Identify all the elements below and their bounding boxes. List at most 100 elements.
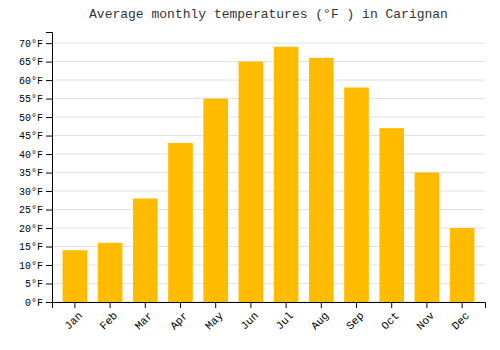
y-tick-label: 55°F — [19, 94, 43, 105]
tick-mark — [46, 210, 52, 211]
tick-mark — [46, 62, 52, 63]
x-tick-label: May — [203, 310, 226, 333]
tick-mark — [462, 302, 463, 308]
x-tick-label: Feb — [98, 310, 120, 332]
tick-mark — [46, 265, 52, 266]
tick-mark — [286, 302, 287, 308]
x-tick-label: Dec — [450, 310, 472, 332]
x-tick: May — [203, 302, 226, 332]
y-tick-label: 40°F — [19, 150, 43, 161]
y-tick: 50°F — [19, 113, 52, 124]
x-axis: Jan Feb Mar Apr May Jun Jul Aug Sep Oct Nov Dec — [53, 302, 486, 332]
y-tick: 5°F — [25, 279, 52, 290]
tick-mark — [46, 80, 52, 81]
x-tick: Apr — [168, 302, 190, 332]
bar — [239, 62, 264, 302]
tick-mark — [46, 228, 52, 229]
tick-mark — [46, 43, 52, 44]
bar — [415, 173, 440, 302]
y-tick-label: 30°F — [19, 187, 43, 198]
tick-mark — [391, 302, 392, 308]
bar — [450, 228, 475, 302]
x-tick-label: Jun — [238, 310, 260, 332]
y-tick-label: 45°F — [19, 131, 43, 142]
axis-line — [53, 303, 486, 309]
tick-mark — [46, 284, 52, 285]
bar — [309, 58, 334, 302]
tick-mark — [46, 99, 52, 100]
x-tick-label: Mar — [133, 310, 155, 332]
x-tick: Jul — [274, 302, 296, 332]
tick-mark — [250, 302, 251, 308]
tick-mark — [215, 302, 216, 308]
grid-line — [52, 80, 485, 81]
y-tick: 30°F — [19, 187, 52, 198]
x-tick-label: Apr — [168, 310, 190, 332]
y-tick: 0°F — [25, 298, 52, 309]
y-tick-label: 65°F — [19, 57, 43, 68]
x-tick-label: Aug — [309, 310, 331, 332]
x-tick: Sep — [344, 302, 366, 332]
bar — [63, 250, 88, 302]
y-tick: 15°F — [19, 242, 52, 253]
y-tick-label: 20°F — [19, 224, 43, 235]
x-tick: Oct — [379, 302, 401, 332]
grid-line — [52, 154, 485, 155]
title: Average monthly temperatures (°F ) in Ca… — [89, 7, 448, 22]
tick-mark — [46, 247, 52, 248]
grid-line — [52, 135, 485, 136]
bar — [344, 87, 369, 302]
x-tick-label: Sep — [344, 310, 366, 332]
y-tick-label: 25°F — [19, 205, 43, 216]
tick-mark — [46, 191, 52, 192]
bar — [98, 243, 123, 302]
x-tick: Dec — [450, 302, 472, 332]
tick-mark — [321, 302, 322, 308]
grid-line — [52, 117, 485, 118]
x-tick: Aug — [309, 302, 331, 332]
tick-mark — [180, 302, 181, 308]
chart: Jan Feb Mar Apr May Jun Jul Aug Sep Oct Nov Dec 0°F 5… — [0, 0, 500, 350]
x-tick-label: Oct — [379, 310, 401, 332]
y-axis: 0°F 5°F 10°F 15°F 20°F 25°F 30°F 35°F 40°F 45°F 50… — [19, 33, 53, 309]
y-tick: 10°F — [19, 261, 52, 272]
y-tick-label: 35°F — [19, 168, 43, 179]
y-tick-label: 5°F — [25, 279, 43, 290]
y-tick: 35°F — [19, 168, 52, 179]
y-tick-label: 10°F — [19, 261, 43, 272]
tick-mark — [356, 302, 357, 308]
y-tick: 60°F — [19, 76, 52, 87]
y-tick: 25°F — [19, 205, 52, 216]
tick-mark — [46, 136, 52, 137]
tick-mark — [110, 302, 111, 308]
y-tick: 65°F — [19, 57, 52, 68]
x-tick: Jan — [62, 302, 84, 332]
axis-line — [46, 33, 53, 303]
y-tick: 55°F — [19, 94, 52, 105]
x-tick: Nov — [414, 302, 437, 332]
tick-mark — [46, 154, 52, 155]
grid — [52, 43, 485, 302]
y-tick: 40°F — [19, 150, 52, 161]
tick-mark — [46, 302, 52, 303]
bar — [203, 99, 228, 302]
y-tick-label: 50°F — [19, 113, 43, 124]
bar — [168, 143, 193, 302]
bar — [274, 47, 299, 302]
y-tick-label: 70°F — [19, 39, 43, 50]
x-tick-label: Jul — [274, 310, 296, 332]
y-tick: 20°F — [19, 224, 52, 235]
tick-mark — [46, 173, 52, 174]
y-tick-label: 0°F — [25, 298, 43, 309]
grid-line — [52, 98, 485, 99]
bars — [63, 47, 475, 302]
x-tick-label: Jan — [62, 310, 84, 332]
grid-line — [52, 61, 485, 62]
y-tick: 70°F — [19, 39, 52, 50]
x-tick-label: Nov — [414, 310, 437, 333]
bar — [379, 128, 404, 302]
y-tick: 45°F — [19, 131, 52, 142]
x-tick: Feb — [98, 302, 120, 332]
x-tick: Jun — [238, 302, 260, 332]
tick-mark — [145, 302, 146, 308]
